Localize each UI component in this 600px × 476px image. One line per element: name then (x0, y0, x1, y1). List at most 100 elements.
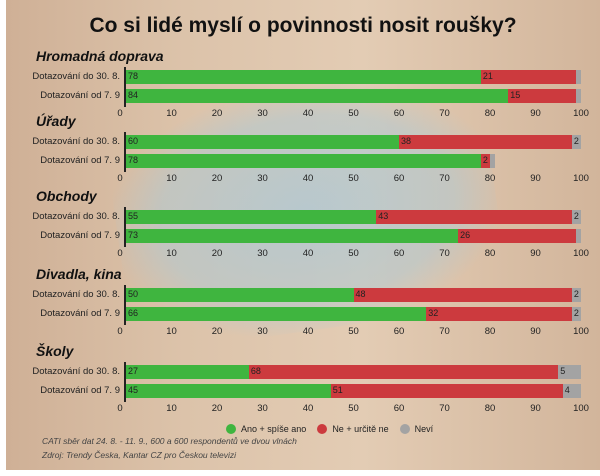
bar-yes: 78 (126, 70, 481, 84)
row-label: Dotazování do 30. 8. (32, 71, 120, 82)
x-tick-label: 40 (302, 248, 314, 259)
row-label: Dotazování do 30. 8. (32, 136, 120, 147)
bar-unknown (576, 229, 581, 243)
data-label: 43 (378, 211, 389, 221)
legend-swatch (399, 424, 410, 434)
bar-yes: 27 (126, 365, 249, 379)
bar-yes: 73 (126, 229, 459, 243)
data-label: 2 (573, 289, 579, 299)
bar-unknown: 2 (571, 135, 581, 149)
section-heading: Hromadná doprava (36, 48, 164, 64)
bar-yes: 60 (126, 135, 399, 149)
x-tick-label: 40 (302, 173, 314, 184)
x-tick-label: 70 (439, 108, 450, 119)
bar-yes: 84 (126, 89, 509, 103)
x-tick-label: 60 (393, 403, 405, 414)
bar-yes: 45 (126, 384, 331, 398)
x-tick-label: 80 (484, 403, 496, 414)
x-tick-label: 90 (530, 403, 541, 414)
data-label: 78 (128, 155, 139, 165)
section-heading: Divadla, kina (36, 266, 122, 282)
x-tick-label: 80 (484, 173, 496, 184)
chart-container: Co si lidé myslí o povinnosti nosit rouš… (6, 0, 600, 470)
x-tick-label: 40 (302, 326, 314, 337)
bar-unknown (490, 154, 495, 168)
data-label: 45 (128, 385, 139, 395)
data-label: 50 (128, 289, 139, 299)
x-tick-label: 50 (348, 248, 359, 259)
row-label: Dotazování od 7. 9 (40, 308, 120, 319)
row-label: Dotazování do 30. 8. (32, 366, 120, 377)
bar-unknown: 2 (571, 307, 581, 321)
x-tick-label: 30 (257, 248, 268, 259)
data-label: 2 (573, 136, 579, 146)
bar-unknown: 4 (562, 384, 581, 398)
x-tick-label: 100 (573, 173, 589, 184)
x-tick-label: 10 (166, 173, 177, 184)
bar-no: 2 (480, 154, 490, 168)
section-heading: Obchody (36, 188, 97, 204)
section-heading: Školy (36, 343, 74, 359)
x-tick-label: 10 (166, 326, 177, 337)
footnote-source: Zdroj: Trendy Česka, Kantar CZ pro Česko… (42, 450, 236, 460)
x-tick-label: 90 (530, 248, 541, 259)
x-tick-label: 100 (573, 248, 589, 259)
data-label: 84 (128, 90, 139, 100)
x-tick-label: 70 (439, 326, 450, 337)
data-label: 48 (355, 289, 366, 299)
data-label: 60 (128, 136, 139, 146)
x-tick-label: 50 (348, 108, 359, 119)
row-label: Dotazování od 7. 9 (40, 155, 120, 166)
y-axis-line (124, 132, 126, 172)
footnote-method: CATI sběr dat 24. 8. - 11. 9., 600 a 600… (42, 436, 297, 446)
x-tick-label: 60 (393, 326, 405, 337)
y-axis-line (124, 207, 126, 247)
data-label: 2 (482, 155, 488, 165)
data-label: 73 (128, 230, 139, 240)
x-tick-label: 0 (117, 108, 123, 119)
x-tick-label: 10 (166, 403, 177, 414)
x-tick-label: 60 (393, 108, 405, 119)
bar-no: 21 (480, 70, 577, 84)
x-tick-label: 20 (211, 108, 223, 119)
bar-yes: 66 (126, 307, 427, 321)
x-tick-label: 80 (484, 326, 496, 337)
legend-swatch (317, 424, 328, 434)
x-tick-label: 0 (117, 248, 123, 259)
bar-no: 48 (353, 288, 572, 302)
bar-no: 68 (248, 365, 559, 379)
y-axis-line (124, 362, 126, 402)
data-label: 26 (460, 230, 471, 240)
x-tick-label: 30 (257, 403, 268, 414)
data-label: 51 (332, 385, 343, 395)
x-tick-label: 60 (393, 248, 405, 259)
x-tick-label: 100 (573, 326, 589, 337)
legend-label: Ano + spíše ano (241, 424, 307, 434)
bar-no: 15 (508, 89, 577, 103)
bar-yes: 55 (126, 210, 377, 224)
bar-yes: 78 (126, 154, 481, 168)
y-axis-line (124, 285, 126, 325)
bar-no: 26 (458, 229, 577, 243)
data-label: 2 (573, 308, 579, 318)
x-tick-label: 20 (211, 326, 223, 337)
row-label: Dotazování od 7. 9 (40, 230, 120, 241)
x-tick-label: 60 (393, 173, 405, 184)
x-tick-label: 90 (530, 108, 541, 119)
x-tick-label: 70 (439, 173, 450, 184)
chart-title: Co si lidé myslí o povinnosti nosit rouš… (89, 14, 517, 37)
data-label: 5 (560, 366, 566, 376)
data-label: 4 (564, 385, 570, 395)
row-label: Dotazování od 7. 9 (40, 385, 120, 396)
bar-unknown: 2 (571, 210, 581, 224)
x-tick-label: 90 (530, 326, 541, 337)
data-label: 21 (482, 71, 493, 81)
data-label: 66 (128, 308, 139, 318)
data-label: 27 (128, 366, 139, 376)
data-label: 55 (128, 211, 139, 221)
x-tick-label: 10 (166, 108, 177, 119)
x-tick-label: 0 (117, 173, 123, 184)
x-tick-label: 50 (348, 403, 359, 414)
bar-unknown (576, 70, 581, 84)
x-tick-label: 20 (211, 403, 223, 414)
